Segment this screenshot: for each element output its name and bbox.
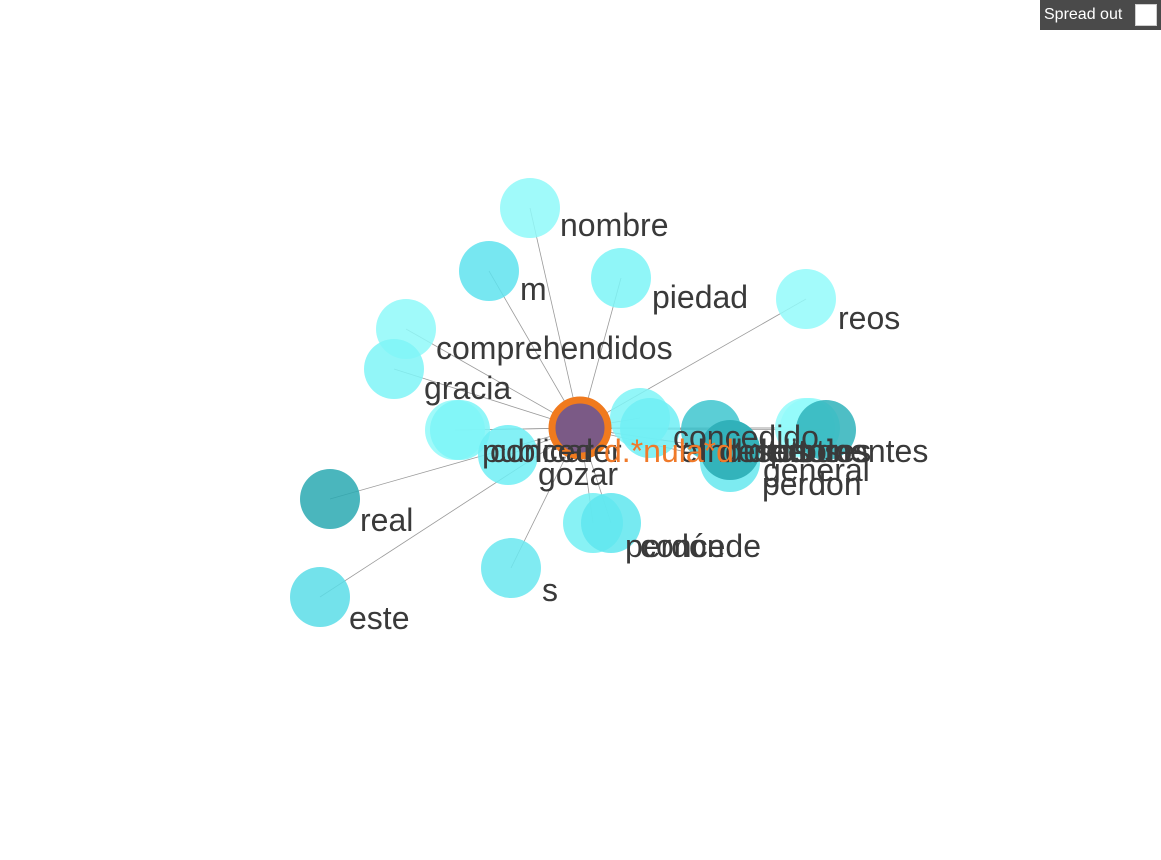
- node-label-concedido: concedido: [673, 419, 819, 455]
- edge-gracia: [393, 368, 581, 429]
- node-label-real: real: [360, 502, 413, 538]
- node-el[interactable]: [620, 398, 680, 458]
- node-nombre[interactable]: [500, 178, 560, 238]
- edge-comprehendidos: [405, 328, 581, 429]
- node-s[interactable]: [481, 538, 541, 598]
- node-label-conceder: conceder: [490, 433, 622, 469]
- node-label-s: s: [542, 572, 558, 608]
- edge-nombre: [529, 207, 581, 429]
- node-label-general: general: [763, 452, 870, 488]
- node-real[interactable]: [300, 469, 360, 529]
- node-label-este: este: [349, 600, 409, 636]
- node-label-publicar: publicar: [482, 433, 594, 469]
- node-label-gracia: gracia: [424, 370, 511, 406]
- node-piedad[interactable]: [591, 248, 651, 308]
- node-m[interactable]: [459, 241, 519, 301]
- spread-out-label: Spread out: [1044, 6, 1123, 23]
- node-label-el: el: [680, 433, 705, 469]
- graph-nodes: [290, 178, 856, 627]
- node-label-perdon: perdon: [762, 466, 862, 502]
- node-este[interactable]: [290, 567, 350, 627]
- node-label-delitos: delitos: [748, 433, 841, 469]
- node-gracia[interactable]: [364, 339, 424, 399]
- node-label-gozar: gozar: [538, 456, 618, 492]
- node-todos[interactable]: [796, 400, 856, 460]
- center-node[interactable]: [548, 396, 612, 460]
- node-label-reos: reos: [838, 300, 900, 336]
- node-label-perdon: perdón: [625, 528, 725, 564]
- spread-out-toggle[interactable]: Spread out: [1040, 0, 1161, 30]
- node-label-concede: concede: [640, 528, 761, 564]
- spread-out-checkbox[interactable]: [1135, 4, 1157, 26]
- node-gozar[interactable]: [478, 425, 538, 485]
- node-label-nombre: nombre: [560, 207, 669, 243]
- node-reos[interactable]: [776, 269, 836, 329]
- center-node-label: d.*nula*d: [604, 433, 734, 469]
- node-indultos[interactable]: [700, 420, 760, 480]
- node-concede[interactable]: [581, 493, 641, 553]
- node-label-piedad: piedad: [652, 279, 748, 315]
- node-label-todos: todos: [790, 433, 868, 469]
- node-conceder[interactable]: [430, 400, 490, 460]
- node-label-desertores: desertores: [720, 433, 871, 469]
- node-label-comprehendidos: comprehendidos: [436, 330, 673, 366]
- node-label-pertinentes: pertinentes: [770, 433, 928, 469]
- node-label-m: m: [520, 271, 547, 307]
- node-label-indultos: indultos: [700, 433, 810, 469]
- edge-real: [329, 427, 581, 500]
